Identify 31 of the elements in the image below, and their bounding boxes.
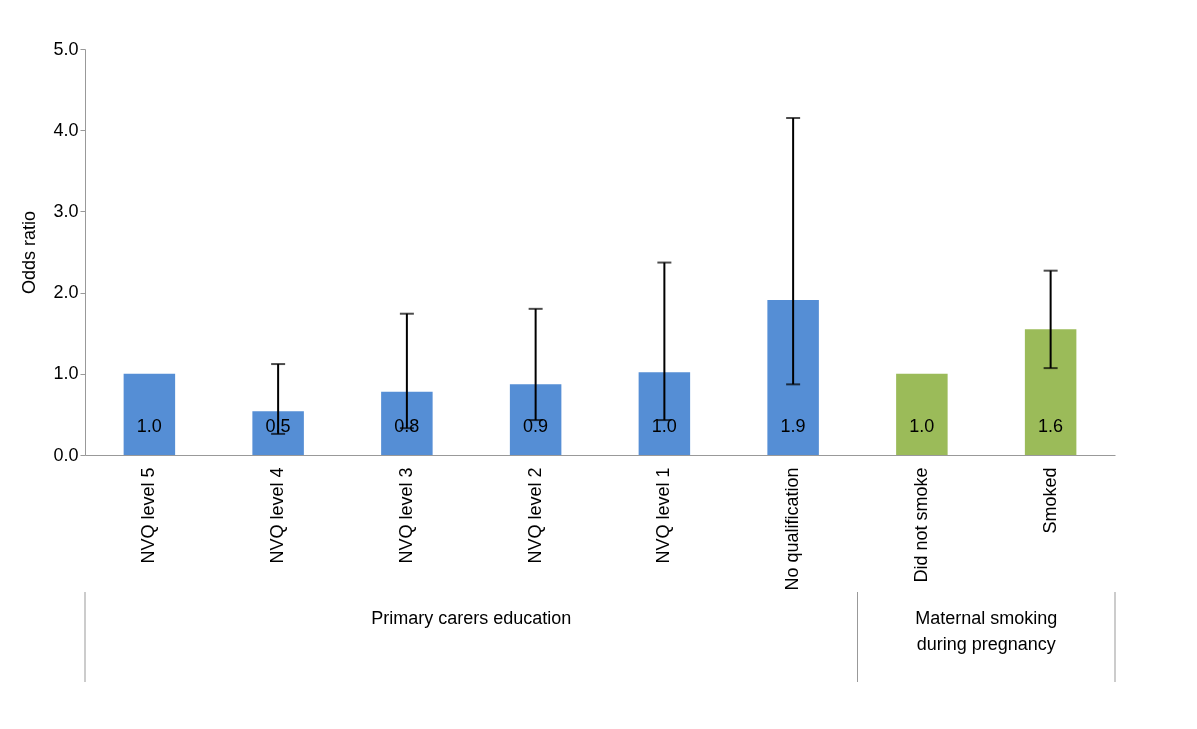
bar xyxy=(381,391,433,455)
bar xyxy=(123,373,176,455)
x-tick-label: NVQ level 4 xyxy=(267,467,288,564)
y-tick-label: 3.0 xyxy=(53,200,79,221)
data-label: 1.6 xyxy=(1038,416,1064,436)
x-tick-label: No qualification xyxy=(782,467,803,591)
data-label: 1.0 xyxy=(651,416,677,436)
data-label: 1.0 xyxy=(136,416,162,436)
y-tick-label: 5.0 xyxy=(53,38,79,59)
bar xyxy=(509,384,562,455)
data-label: 0.8 xyxy=(394,416,420,436)
x-tick-label: NVQ level 1 xyxy=(653,467,674,564)
text: Primary carers education xyxy=(371,608,572,628)
text: Maternal smoking during pregnancy xyxy=(915,608,1058,654)
bar xyxy=(767,299,819,455)
x-tick-label: NVQ level 5 xyxy=(138,467,159,564)
x-tick-label: NVQ level 3 xyxy=(395,467,416,564)
data-label: 1.0 xyxy=(909,416,935,436)
y-axis-title: Odds ratio xyxy=(19,210,40,295)
data-label: 0.9 xyxy=(523,416,549,436)
data-label: 1.9 xyxy=(780,416,806,436)
y-tick-label: 2.0 xyxy=(53,282,79,303)
x-tick-label: Did not smoke xyxy=(910,467,931,583)
y-tick-label: 0.0 xyxy=(53,444,79,465)
x-tick-label: NVQ level 2 xyxy=(524,467,545,564)
bar xyxy=(1024,329,1077,455)
x-tick-label: Smoked xyxy=(1039,467,1060,534)
y-tick-label: 4.0 xyxy=(53,119,79,140)
bar xyxy=(896,373,948,455)
y-tick-label: 1.0 xyxy=(53,363,79,384)
bar xyxy=(638,372,691,455)
